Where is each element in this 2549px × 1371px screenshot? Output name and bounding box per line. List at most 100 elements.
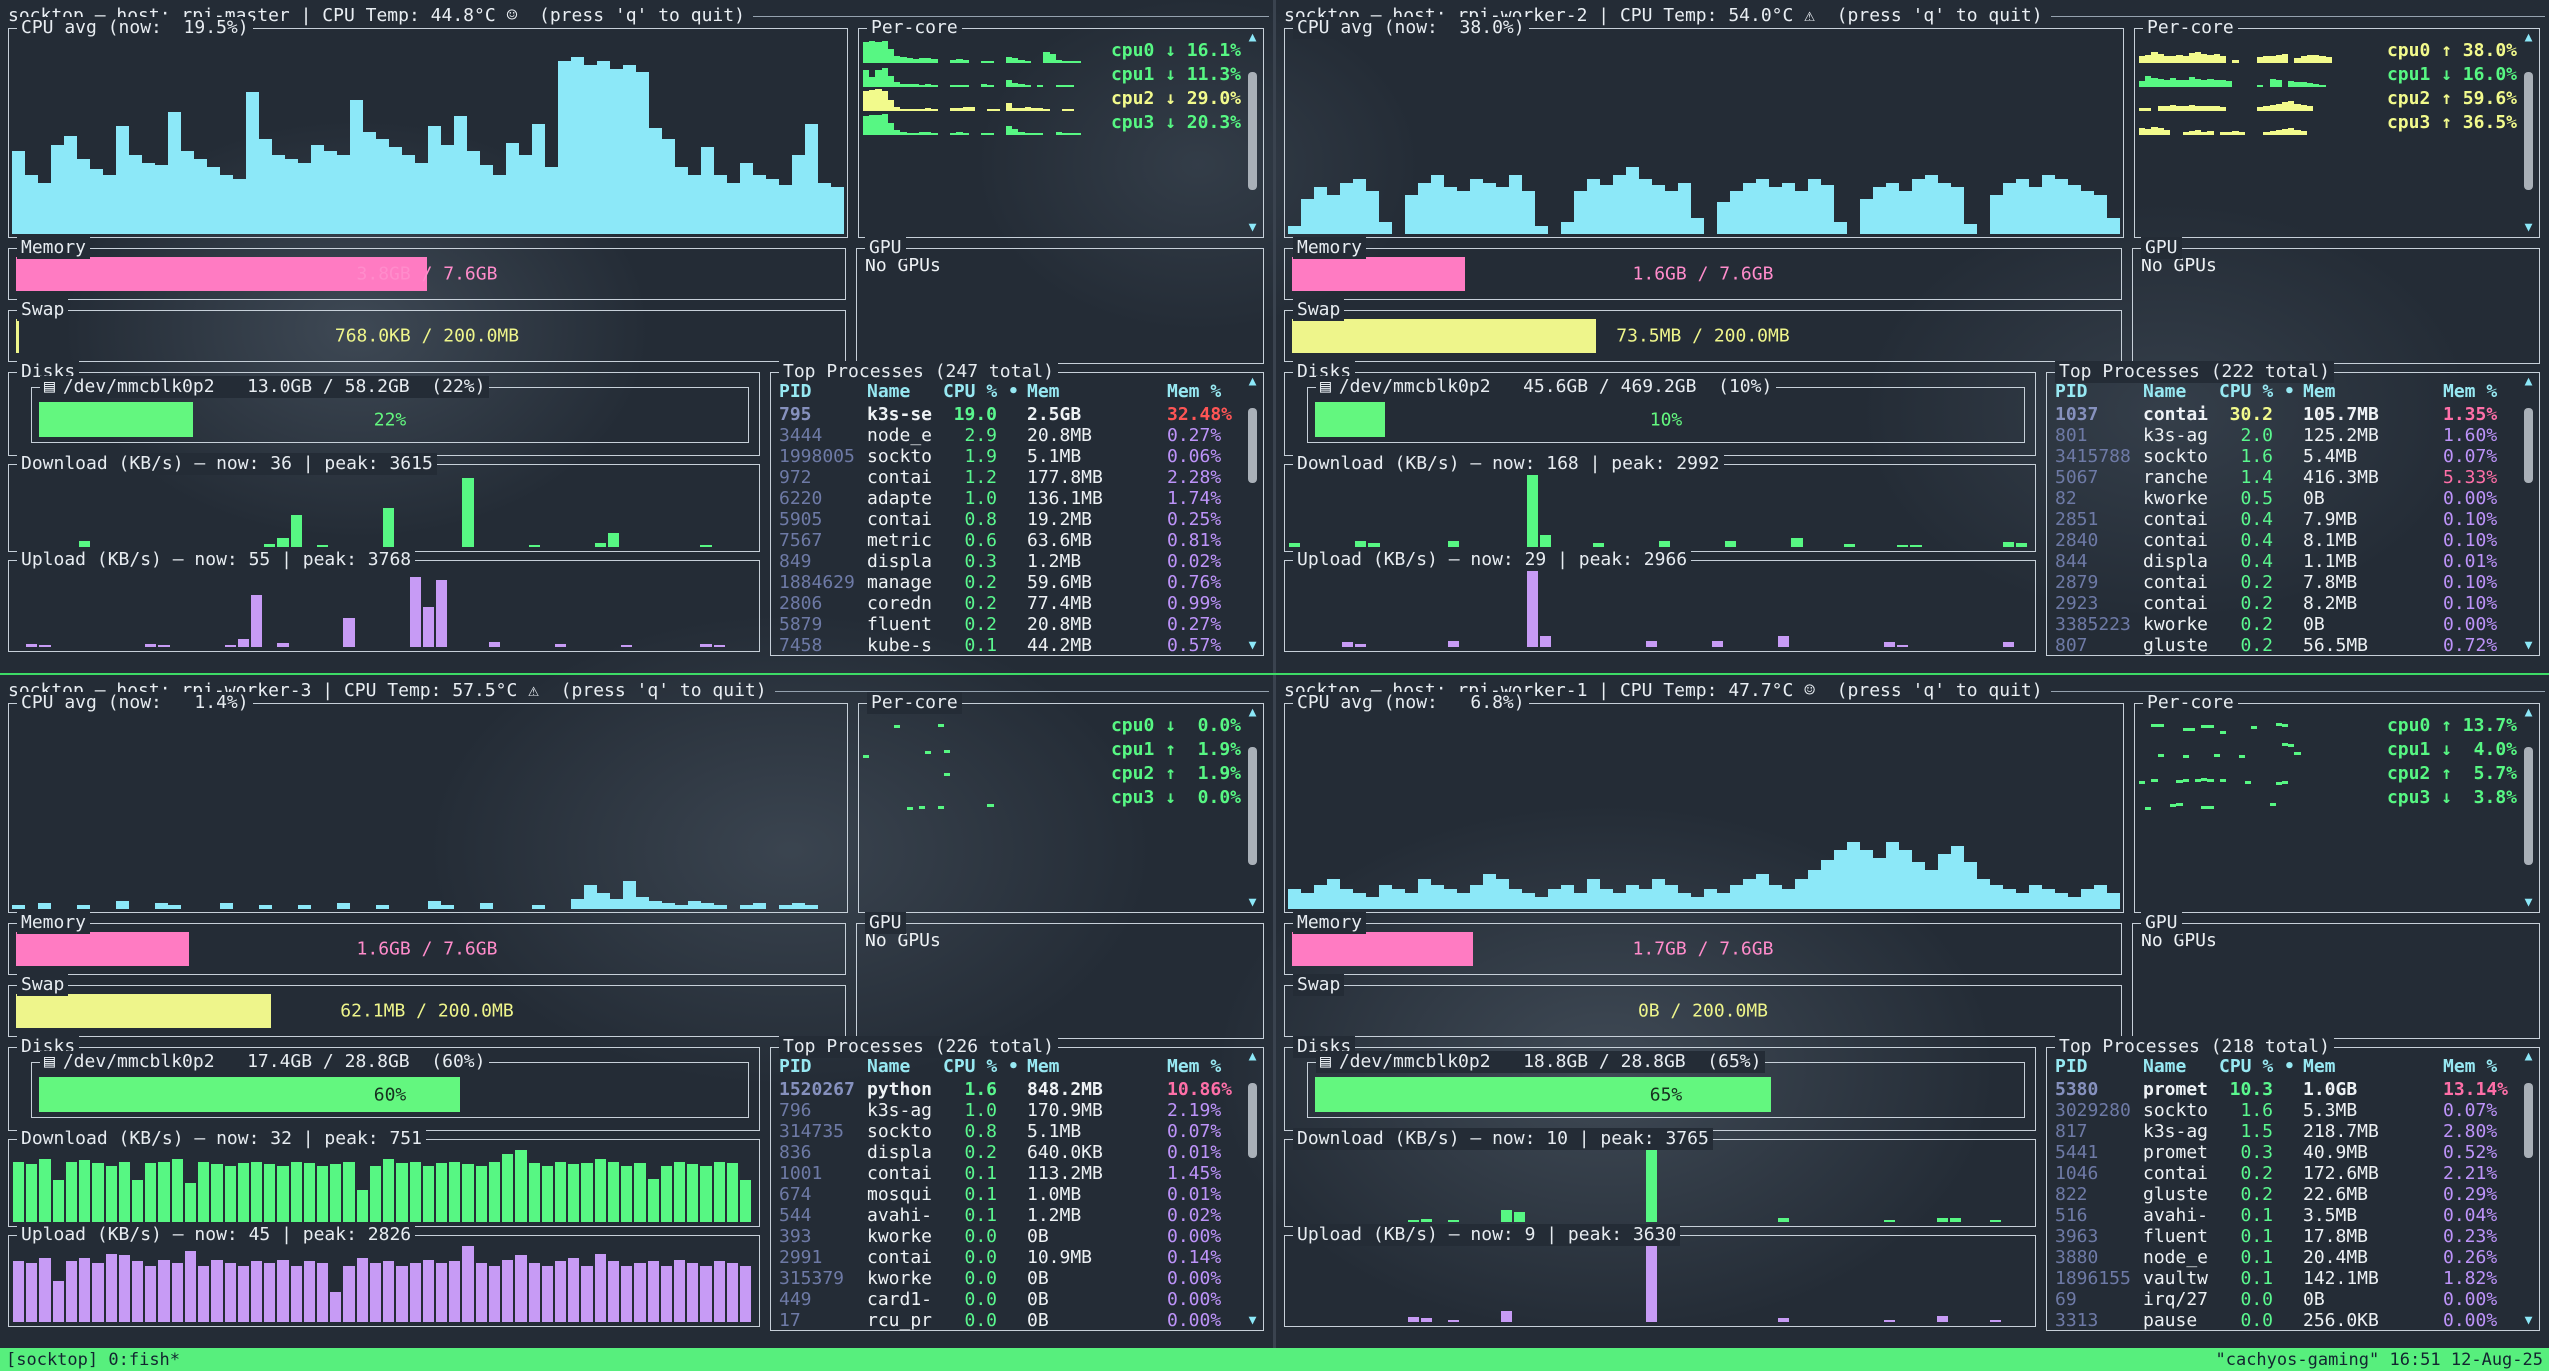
spark-bar (1883, 641, 1896, 647)
col-mem[interactable]: Mem (1027, 1056, 1060, 1077)
scroll-down-icon[interactable]: ▼ (2524, 220, 2533, 235)
spark-bar (1500, 1311, 1512, 1322)
scroll-down-icon[interactable]: ▼ (1248, 220, 1257, 235)
spark-bar (1782, 889, 1795, 909)
scrollbar[interactable]: ▲ ▼ (1245, 1050, 1260, 1328)
pane-rpi-worker-3[interactable]: socktop — host: rpi-worker-3 | CPU Temp:… (0, 675, 1273, 1348)
cell-name: kube-s (867, 635, 933, 656)
col-mem[interactable]: Mem (2303, 1056, 2336, 1077)
cell-cpu-value: 1.6 (2240, 446, 2273, 467)
col-cpu[interactable]: CPU % • (943, 1056, 1019, 1077)
scroll-down-icon[interactable]: ▼ (2524, 638, 2533, 653)
col-memp[interactable]: Mem % (1167, 381, 1222, 402)
scrollbar[interactable]: ▲ ▼ (1245, 375, 1260, 653)
memory-gauge-fill (1292, 257, 1465, 291)
process-table-header: PID Name CPU % • Mem Mem % (779, 1056, 1239, 1077)
spark-bar (290, 1265, 302, 1322)
process-row: 449 card1- 0.0 0B 0.00% (779, 1289, 1239, 1310)
download-title: Download (KB/s) — now: 168 | peak: 2992 (1293, 453, 1724, 475)
spark-bar (1006, 102, 1013, 111)
scroll-up-icon[interactable]: ▲ (2524, 705, 2533, 720)
pane-rpi-worker-2[interactable]: socktop — host: rpi-worker-2 | CPU Temp:… (1276, 0, 2549, 673)
col-pid[interactable]: PID (2055, 381, 2088, 402)
process-row: 314735 sockto 0.8 5.1MB 0.07% (779, 1121, 1239, 1142)
scroll-up-icon[interactable]: ▲ (2524, 374, 2533, 389)
scroll-down-icon[interactable]: ▼ (2524, 1313, 2533, 1328)
col-cpu[interactable]: CPU % • (943, 381, 1019, 402)
col-mem[interactable]: Mem (1027, 381, 1060, 402)
spark-bar (981, 61, 988, 63)
spark-bar (1936, 1217, 1948, 1222)
spark-bar (330, 1164, 342, 1222)
col-name[interactable]: Name (2143, 381, 2187, 402)
pane-rpi-master[interactable]: socktop — host: rpi-master | CPU Temp: 4… (0, 0, 1273, 673)
scrollbar[interactable]: ▲ ▼ (2521, 1050, 2536, 1328)
col-name[interactable]: Name (2143, 1056, 2187, 1077)
spark-bar (1704, 889, 1717, 909)
download-chart (13, 1150, 753, 1222)
vertical-pane-divider[interactable] (1273, 0, 1276, 673)
col-cpu[interactable]: CPU % • (2219, 381, 2295, 402)
spark-bar (925, 108, 932, 111)
spark-bar (1418, 879, 1431, 909)
spark-bar (931, 84, 938, 87)
spark-bar (1470, 885, 1483, 909)
scrollbar[interactable]: ▲ ▼ (2521, 706, 2536, 910)
cell-cpu-value: 0.1 (2240, 1268, 2273, 1289)
col-memp[interactable]: Mem % (2443, 381, 2498, 402)
spark-bar (1600, 184, 1613, 234)
scrollbar-thumb[interactable] (2524, 408, 2533, 484)
cell-cpu-value: 30.2 (2229, 404, 2273, 425)
scrollbar-thumb[interactable] (2524, 71, 2533, 191)
col-pid[interactable]: PID (2055, 1056, 2088, 1077)
horizontal-pane-divider[interactable] (0, 673, 2549, 675)
col-memp[interactable]: Mem % (2443, 1056, 2498, 1077)
pane-rpi-worker-1[interactable]: socktop — host: rpi-worker-1 | CPU Temp:… (1276, 675, 2549, 1348)
col-name[interactable]: Name (867, 1056, 911, 1077)
scroll-down-icon[interactable]: ▼ (1248, 638, 1257, 653)
scrollbar-thumb[interactable] (2524, 1083, 2533, 1159)
cell-name: sockto (2143, 1100, 2209, 1121)
scroll-up-icon[interactable]: ▲ (1248, 705, 1257, 720)
col-memp[interactable]: Mem % (1167, 1056, 1222, 1077)
cell-name: vaultw (2143, 1268, 2209, 1289)
vertical-pane-divider[interactable] (1273, 675, 1276, 1348)
spark-bar (740, 163, 753, 234)
spark-bar (906, 807, 913, 810)
scroll-up-icon[interactable]: ▲ (2524, 30, 2533, 45)
cell-mem: 113.2MB (1027, 1163, 1103, 1184)
spark-bar (610, 899, 623, 909)
scrollbar-thumb[interactable] (1248, 71, 1257, 191)
scroll-up-icon[interactable]: ▲ (1248, 30, 1257, 45)
cell-pid: 674 (779, 1184, 812, 1205)
scroll-down-icon[interactable]: ▼ (1248, 1313, 1257, 1328)
scroll-up-icon[interactable]: ▲ (1248, 1049, 1257, 1064)
scrollbar-thumb[interactable] (1248, 746, 1257, 866)
scrollbar-thumb[interactable] (1248, 408, 1257, 484)
spark-bar (396, 1265, 408, 1322)
col-mem[interactable]: Mem (2303, 381, 2336, 402)
download-title: Download (KB/s) — now: 32 | peak: 751 (17, 1128, 426, 1150)
spark-bar (2151, 778, 2158, 786)
cell-mem-percent: 0.01% (1167, 1142, 1222, 1163)
spark-bar (1989, 1319, 2001, 1322)
scrollbar[interactable]: ▲ ▼ (2521, 31, 2536, 235)
scrollbar-thumb[interactable] (1248, 1083, 1257, 1159)
col-cpu[interactable]: CPU % • (2219, 1056, 2295, 1077)
scrollbar[interactable]: ▲ ▼ (1245, 31, 1260, 235)
col-pid[interactable]: PID (779, 1056, 812, 1077)
scroll-up-icon[interactable]: ▲ (2524, 1049, 2533, 1064)
scroll-down-icon[interactable]: ▼ (1248, 895, 1257, 910)
scroll-down-icon[interactable]: ▼ (2524, 895, 2533, 910)
scrollbar[interactable]: ▲ ▼ (2521, 375, 2536, 653)
col-name[interactable]: Name (867, 381, 911, 402)
spark-bar (396, 1162, 408, 1222)
cell-mem-percent: 0.14% (1167, 1247, 1222, 1268)
spark-bar (2188, 728, 2195, 738)
scrollbar-thumb[interactable] (2524, 746, 2533, 866)
scrollbar[interactable]: ▲ ▼ (1245, 706, 1260, 910)
scroll-up-icon[interactable]: ▲ (1248, 374, 1257, 389)
cell-name: sockto (867, 446, 933, 467)
window-item[interactable]: 0:fish* (108, 1349, 181, 1370)
col-pid[interactable]: PID (779, 381, 812, 402)
